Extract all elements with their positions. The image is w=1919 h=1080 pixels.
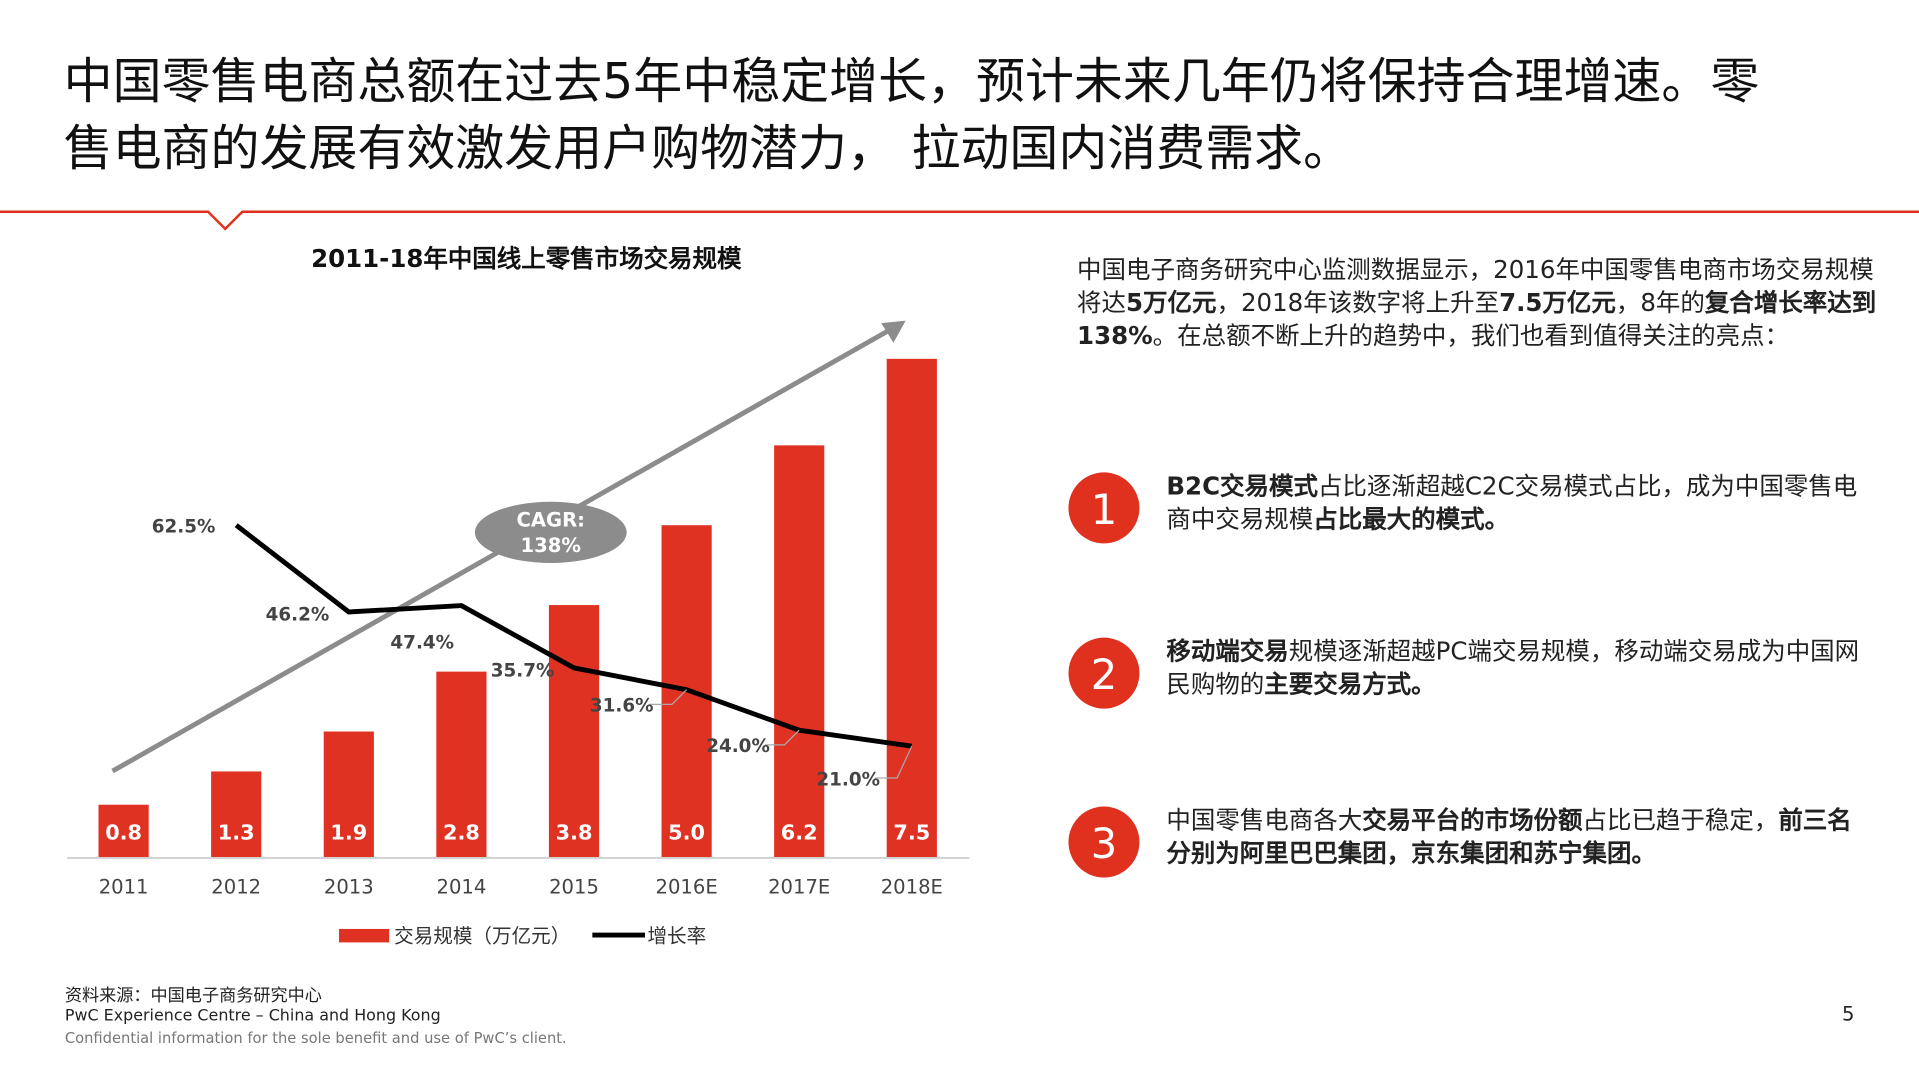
bar-value-label: 7.5 (893, 821, 930, 845)
bar-value-label: 3.8 (556, 821, 593, 845)
bar-value-label: 0.8 (105, 821, 142, 845)
line-value-label: 35.7% (491, 660, 555, 681)
line-value-label: 62.5% (152, 517, 216, 538)
point-text: 移动端交易规模逐渐超越PC端交易规模，移动端交易成为中国网民购物的主要交易方式。 (1166, 635, 1864, 701)
text-segment: B2C交易模式 (1166, 471, 1318, 501)
cagr-value: 138% (521, 534, 581, 557)
x-tick-label: 2013 (324, 875, 374, 898)
text-segment: 占比逐渐超越C2C交易模式占比，成为中国零售电商中交易规模 (1166, 471, 1858, 534)
text-segment: 主要交易方式。 (1264, 669, 1436, 699)
bar-value-label: 6.2 (781, 821, 818, 845)
leader-line (875, 745, 913, 779)
text-segment: 移动端交易 (1166, 636, 1289, 666)
bar-value-label: 1.3 (218, 821, 255, 845)
text-segment: ，8年的 (1615, 287, 1705, 317)
legend-label: 增长率 (647, 924, 706, 947)
cagr-label: CAGR: (517, 508, 586, 531)
leader-line (648, 689, 688, 706)
leader-line (764, 729, 800, 746)
bar (886, 358, 937, 858)
x-tick-label: 2011 (99, 875, 149, 898)
text-segment: 交易平台的市场份额 (1362, 805, 1583, 835)
chart-title: 2011-18年中国线上零售市场交易规模 (311, 244, 742, 273)
point-badge (1068, 806, 1140, 878)
legend-label: 交易规模（万亿元） (394, 924, 570, 947)
text-segment: 占比最大的模式。 (1313, 504, 1510, 534)
point-number: 2 (1091, 650, 1117, 699)
text-segment: 复合增长率达到138% (1077, 287, 1877, 351)
text-segment: 7.5万亿元 (1499, 287, 1616, 317)
point-text: 中国零售电商各大交易平台的市场份额占比已趋于稳定，前三名分别为阿里巴巴集团，京东… (1166, 804, 1864, 870)
x-tick-label: 2012 (211, 875, 261, 898)
line-value-label: 46.2% (266, 605, 330, 626)
point-number: 1 (1091, 485, 1117, 534)
text-segment: 占比已趋于稳定， (1582, 805, 1779, 835)
point-number: 3 (1091, 819, 1117, 868)
text-segment: 。在总额不断上升的趋势中，我们也看到值得关注的亮点： (1152, 320, 1790, 351)
cagr-bubble (474, 501, 627, 563)
point-badge (1068, 472, 1140, 544)
bar (98, 804, 149, 858)
summary: 中国电子商务研究中心监测数据显示，2016年中国零售电商市场交易规模将达5万亿元… (1077, 253, 1885, 352)
line-value-label: 21.0% (816, 769, 880, 790)
bar-value-label: 5.0 (668, 821, 705, 845)
text-segment: 规模逐渐超越PC端交易规模，移动端交易成为中国网民购物的 (1166, 636, 1860, 699)
line-value-label: 24.0% (706, 736, 770, 757)
bar (436, 671, 487, 858)
source: 资料来源：中国电子商务研究中心 (64, 986, 322, 1007)
line-value-label: 47.4% (390, 632, 454, 653)
confidential: Confidential information for the sole be… (64, 1029, 567, 1047)
text-segment: ，2018年该数字将上升至 (1216, 287, 1500, 317)
page-number: 5 (1841, 1002, 1855, 1026)
x-tick-label: 2018E (881, 875, 943, 898)
line-value-label: 31.6% (590, 696, 654, 717)
header-rule (0, 210, 1919, 231)
company: PwC Experience Centre – China and Hong K… (64, 1007, 441, 1026)
x-tick-label: 2014 (436, 875, 486, 898)
bar (548, 605, 600, 858)
x-tick-label: 2015 (549, 875, 599, 898)
bar (323, 731, 374, 858)
x-tick-label: 2016E (656, 875, 718, 898)
bar (211, 771, 262, 858)
text-segment: 5万亿元 (1125, 287, 1217, 317)
bar (774, 445, 825, 858)
point-badge (1068, 637, 1140, 709)
text-segment: 中国电子商务研究中心监测数据显示，2016年中国零售电商市场交易规模将达 (1077, 254, 1874, 317)
bar-value-label: 1.9 (330, 821, 367, 845)
point-text: B2C交易模式占比逐渐超越C2C交易模式占比，成为中国零售电商中交易规模占比最大… (1166, 470, 1864, 536)
bar-value-label: 2.8 (443, 821, 480, 845)
text-segment: 前三名分别为阿里巴巴集团，京东集团和苏宁集团。 (1166, 805, 1852, 868)
text-segment: 中国零售电商各大 (1166, 805, 1363, 835)
x-tick-label: 2017E (768, 875, 830, 898)
slide-title: 中国零售电商总额在过去5年中稳定增长，预计未来几年仍将保持合理增速。零售电商的发… (63, 53, 1760, 178)
legend-swatch (339, 928, 390, 943)
cagr-arrow-head (881, 320, 906, 343)
